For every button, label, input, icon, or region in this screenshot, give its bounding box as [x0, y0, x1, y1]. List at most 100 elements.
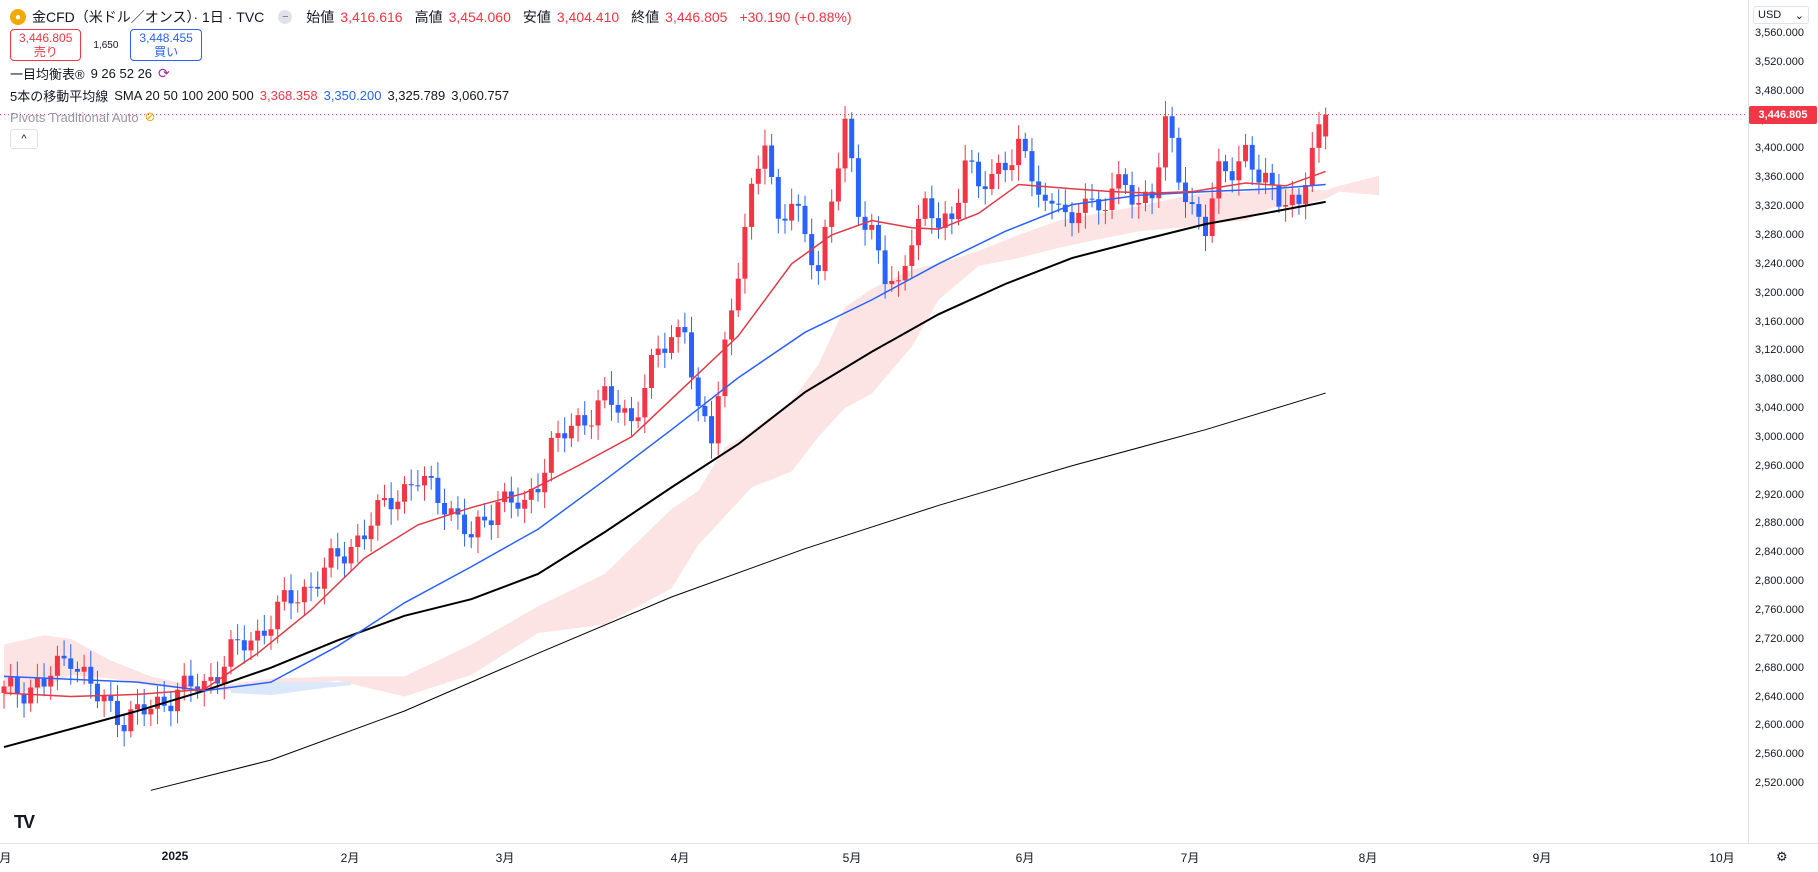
ma-legend[interactable]: 5本の移動平均線 SMA 20 50 100 200 500 3,368.358…	[10, 84, 858, 106]
price-tick-label: 3,320.000	[1755, 200, 1804, 213]
candle-body	[168, 705, 174, 712]
candle-body	[735, 278, 741, 311]
candle-body	[422, 475, 428, 486]
candle-body	[1082, 198, 1088, 213]
candle-body	[689, 332, 695, 378]
candle-body	[829, 201, 835, 227]
candle-body	[1122, 174, 1128, 186]
ichimoku-cloud	[4, 175, 1380, 697]
candle-body	[922, 198, 928, 219]
candle-body	[195, 686, 201, 692]
candle-body	[548, 437, 554, 473]
currency-selector[interactable]: USD ⌄	[1753, 6, 1809, 24]
candle-body	[1169, 116, 1175, 138]
candle-body	[835, 168, 841, 202]
candle-body	[1229, 171, 1235, 181]
time-axis[interactable]: 1月 2025 2月 3月 4月 5月 6月 7月 8月 9月 10月 ⚙	[0, 843, 1818, 872]
candle-body	[1289, 194, 1295, 206]
candle-body	[21, 693, 27, 704]
candle-body	[555, 433, 561, 438]
candle-body	[1069, 212, 1075, 224]
collapse-legend-button[interactable]: ^	[10, 129, 38, 149]
candle-body	[902, 265, 908, 281]
candle-body	[628, 408, 634, 422]
symbol-row: ● 金CFD（米ドル／オンス）· 1日 · TVC − 始値 3,416.616…	[10, 6, 858, 28]
candle-body	[395, 501, 401, 510]
candle-body	[822, 226, 828, 272]
candle-body	[1269, 172, 1275, 185]
buy-button[interactable]: 3,448.455 買い	[130, 29, 202, 61]
hide-legend-icon[interactable]: −	[278, 10, 293, 24]
candle-body	[1129, 185, 1135, 205]
candle-body	[849, 118, 855, 159]
candle-body	[802, 205, 808, 235]
candle-body	[301, 586, 307, 603]
ichimoku-label: 一目均衡表®	[10, 66, 85, 82]
candle-body	[595, 400, 601, 426]
price-tick-label: 2,880.000	[1755, 517, 1804, 530]
candle-body	[815, 265, 821, 272]
price-tick-label: 2,600.000	[1755, 719, 1804, 732]
candle-body	[1209, 198, 1215, 237]
candle-body	[929, 198, 935, 219]
candle-body	[74, 668, 80, 672]
symbol-title[interactable]: 金CFD（米ドル／オンス）· 1日 · TVC	[32, 9, 265, 25]
candle-body	[882, 250, 888, 285]
candle-body	[1243, 144, 1249, 162]
price-tick-label: 3,400.000	[1755, 142, 1804, 155]
candle-body	[368, 525, 374, 540]
candle-body	[655, 348, 661, 355]
candle-body	[34, 678, 40, 688]
candle-body	[321, 567, 327, 589]
candle-body	[188, 675, 194, 687]
ma-value-200: 3,060.757	[451, 87, 510, 103]
price-tick-label: 3,200.000	[1755, 286, 1804, 299]
candle-body	[842, 118, 848, 169]
candle-body	[495, 502, 501, 526]
price-chart[interactable]	[0, 0, 1748, 843]
time-tick-label: 8月	[1358, 851, 1378, 865]
candle-body	[1116, 174, 1122, 189]
candle-body	[348, 546, 354, 564]
candle-body	[468, 534, 474, 538]
candle-body	[428, 475, 434, 478]
candle-body	[328, 548, 334, 568]
candle-body	[962, 160, 968, 203]
price-tick-label: 3,360.000	[1755, 171, 1804, 184]
candle-body	[228, 639, 234, 667]
refresh-icon[interactable]: ⟳	[158, 64, 170, 81]
ichimoku-legend[interactable]: 一目均衡表® 9 26 52 26 ⟳	[10, 62, 858, 84]
close-value: 3,446.805	[665, 9, 728, 25]
candle-body	[1296, 194, 1302, 204]
candle-body	[14, 677, 20, 694]
price-tick-label: 3,040.000	[1755, 402, 1804, 415]
price-tick-label: 3,080.000	[1755, 373, 1804, 386]
price-tick-label: 2,800.000	[1755, 575, 1804, 588]
price-tick-label: 2,760.000	[1755, 604, 1804, 616]
candle-body	[588, 425, 594, 427]
sell-button[interactable]: 3,446.805 売り	[10, 29, 82, 61]
candle-body	[315, 586, 321, 589]
candle-body	[1056, 203, 1062, 205]
candle-body	[1196, 204, 1202, 217]
sell-price: 3,446.805	[19, 31, 73, 45]
candle-body	[1216, 161, 1222, 199]
gear-icon[interactable]: ⚙	[1776, 849, 1788, 864]
candle-body	[88, 666, 94, 684]
eye-hidden-icon[interactable]: ⊘	[144, 109, 156, 124]
time-tick-label: 5月	[842, 851, 862, 865]
candle-body	[355, 535, 361, 547]
candle-body	[375, 500, 381, 526]
candle-body	[1, 686, 7, 693]
price-axis[interactable]: USD ⌄ 2,520.000 2,560.000 2,600.000 2,640.0…	[1748, 0, 1818, 843]
candle-body	[108, 695, 114, 701]
time-tick-label: 4月	[670, 851, 690, 865]
candle-body	[909, 245, 915, 266]
pivots-legend[interactable]: Pivots Traditional Auto ⊘	[10, 106, 858, 128]
candle-body	[1276, 184, 1282, 207]
ichimoku-params: 9 26 52 26	[90, 65, 153, 81]
candle-body	[982, 186, 988, 190]
candle-body	[729, 310, 735, 340]
candle-body	[648, 354, 654, 389]
candle-body	[241, 640, 247, 651]
